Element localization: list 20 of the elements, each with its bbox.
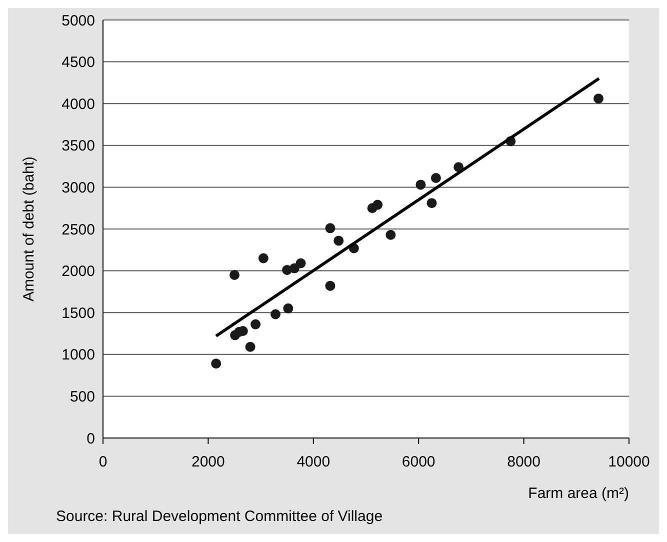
x-tick-label: 8000 xyxy=(507,454,540,471)
source-note: Source: Rural Development Committee of Village xyxy=(56,508,383,525)
y-tick-label: 1000 xyxy=(62,346,95,364)
y-axis-title: Amount of debt (baht) xyxy=(20,156,38,302)
x-tick-label: 10000 xyxy=(608,454,650,471)
x-tick-label: 2000 xyxy=(192,454,225,471)
y-tick-label: 3000 xyxy=(62,180,95,197)
y-tick-label: 2000 xyxy=(62,263,95,280)
x-tick-label: 0 xyxy=(98,454,108,471)
x-axis-title: Farm area (m²) xyxy=(528,485,629,502)
y-tick-label: 5000 xyxy=(62,12,95,30)
y-tick-label: 3500 xyxy=(62,138,95,155)
y-tick-label: 0 xyxy=(86,430,95,448)
y-tick-label: 4500 xyxy=(62,54,95,72)
y-tick-label: 500 xyxy=(70,388,95,406)
y-tick-label: 4000 xyxy=(62,96,95,113)
y-tick-label: 2500 xyxy=(62,221,95,238)
x-tick-label: 6000 xyxy=(402,454,436,471)
y-tick-label: 1500 xyxy=(62,304,95,322)
x-tick-label: 4000 xyxy=(296,454,330,471)
